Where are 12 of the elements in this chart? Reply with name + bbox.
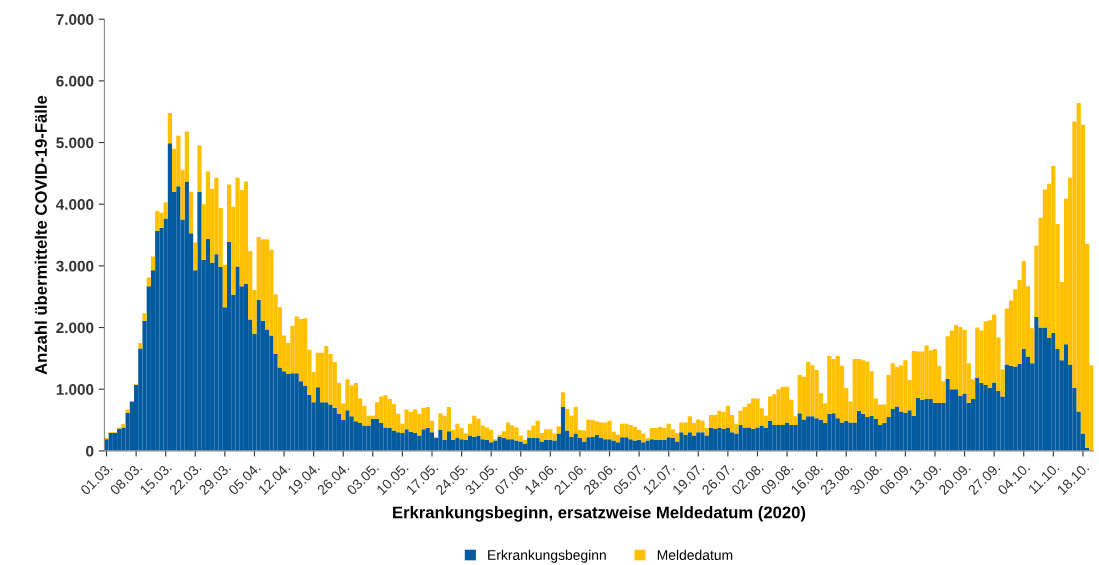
y-tick-label: 4.000: [55, 199, 94, 210]
legend-label: Meldedatum: [657, 549, 733, 560]
y-tick-label: 7.000: [56, 14, 94, 25]
y-tick-label: 3.000: [56, 260, 94, 272]
x-axis-title: Erkrankungsbeginn, ersatzweise Meldedatum (2020): [393, 506, 806, 522]
y-tick-label: 1.000: [56, 384, 94, 395]
y-tick-label: 5.000: [56, 137, 94, 149]
y-tick-label: 2.000: [56, 322, 94, 334]
y-axis-title: Anzahl übermittelte COVID-19-Fälle: [34, 95, 47, 375]
y-tick-label: 0: [86, 445, 94, 457]
y-tick-label: 6.000: [56, 75, 94, 87]
legend-label: Erkrankungsbeginn: [488, 549, 606, 563]
